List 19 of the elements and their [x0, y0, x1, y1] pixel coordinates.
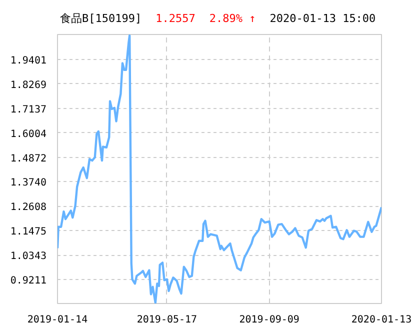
text: 1.2557 [156, 12, 196, 25]
y-tick-label: 0.9211 [10, 276, 46, 287]
chart-title: 食品B[150199] [60, 12, 142, 25]
text: 2020-01-13 15:00 [270, 12, 376, 25]
y-tick-label: 1.7137 [10, 104, 46, 116]
y-tick-label: 1.6004 [10, 128, 46, 140]
x-tick-label: 2019-01-14 [27, 314, 88, 326]
x-tick-label: 2019-05-17 [136, 314, 198, 326]
x-tick-label: 2019-09-09 [239, 314, 300, 326]
y-tick-label: 1.4872 [10, 153, 46, 164]
text: 2.89% ↑ [209, 12, 256, 25]
y-tick-label: 1.1475 [10, 226, 46, 238]
x-tick-label: 2020-01-13 [351, 314, 412, 326]
y-tick-label: 1.2608 [10, 202, 46, 214]
y-tick-label: 1.8269 [10, 80, 46, 91]
y-tick-label: 1.0343 [10, 251, 46, 262]
y-tick-label: 1.9401 [10, 56, 46, 67]
line-series [58, 34, 382, 304]
y-tick-label: 1.3740 [10, 178, 46, 189]
